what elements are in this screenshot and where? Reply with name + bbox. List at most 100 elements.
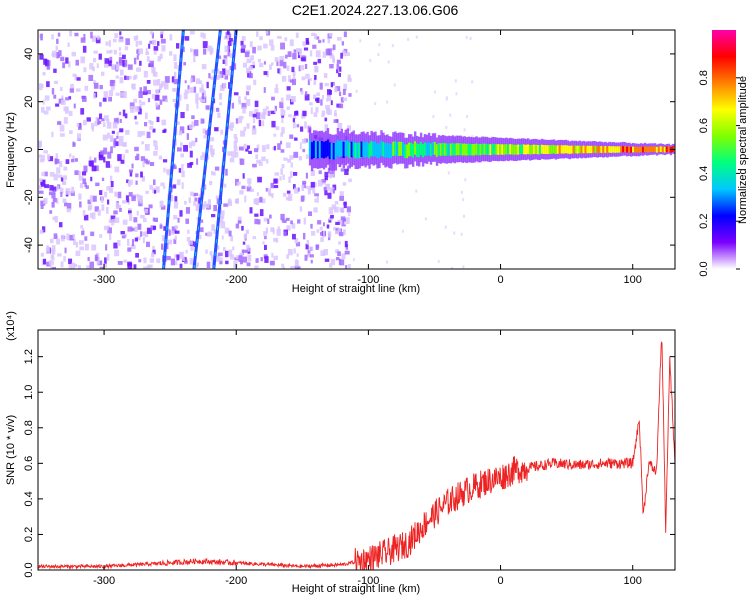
signal-band-core bbox=[439, 143, 443, 156]
spectrogram-noise-cell bbox=[339, 191, 344, 197]
spectrogram-noise-cell bbox=[57, 54, 60, 58]
spectrogram-noise-cell bbox=[105, 244, 108, 251]
spectrogram-noise-cell bbox=[286, 225, 291, 231]
spectrogram-noise-cell bbox=[345, 217, 350, 224]
spectrogram-noise-cell bbox=[288, 75, 291, 82]
spectrogram-noise-cell bbox=[77, 133, 82, 140]
signal-band-core bbox=[612, 146, 615, 153]
spectrogram-noise-cell bbox=[202, 41, 208, 48]
spectrogram-noise-cell bbox=[294, 260, 299, 267]
spectrogram-noise-cell bbox=[103, 147, 108, 155]
spectrogram-noise-cell bbox=[160, 182, 165, 187]
spectrogram-noise-cell bbox=[38, 190, 44, 194]
signal-band-core bbox=[388, 143, 391, 158]
spectrogram-noise-cell bbox=[259, 209, 264, 217]
spectrogram-noise-cell bbox=[57, 32, 61, 37]
spectrogram-noise-cell bbox=[227, 40, 232, 46]
spectrogram-noise-cell bbox=[245, 148, 249, 152]
signal-band-core bbox=[459, 143, 462, 156]
spectrogram-noise-cell bbox=[98, 53, 102, 60]
spectrogram-noise-cell bbox=[217, 252, 223, 257]
spectrogram-noise-cell bbox=[254, 265, 259, 269]
spectrogram-noise-cell bbox=[76, 88, 81, 92]
spectrogram-noise-cell bbox=[337, 228, 342, 235]
spectrogram-noise-cell bbox=[51, 131, 54, 138]
spectrogram-noise-cell bbox=[215, 255, 220, 262]
spectrogram-noise-cell bbox=[81, 230, 85, 236]
signal-band-core bbox=[316, 141, 320, 159]
spectrogram-speckle bbox=[407, 37, 410, 41]
spectrogram-noise-cell bbox=[180, 153, 184, 158]
spectrogram-y-tick-label: -40 bbox=[23, 237, 35, 253]
spectrogram-noise-cell bbox=[274, 105, 277, 112]
spectrogram-noise-cell bbox=[185, 207, 190, 214]
spectrogram-noise-cell bbox=[333, 227, 337, 231]
spectrogram-noise-cell bbox=[330, 258, 336, 266]
spectrogram-speckle bbox=[401, 229, 404, 233]
spectrogram-noise-cell bbox=[73, 103, 76, 109]
spectrogram-noise-cell bbox=[163, 186, 166, 189]
spectrogram-noise-cell bbox=[288, 114, 292, 118]
spectrogram-noise-cell bbox=[279, 176, 282, 181]
spectrogram-noise-cell bbox=[303, 232, 306, 240]
spectrogram-noise-cell bbox=[327, 183, 330, 191]
spectrogram-noise-cell bbox=[44, 171, 48, 177]
spectrogram-noise-cell bbox=[262, 108, 267, 115]
spectrogram-noise-cell bbox=[271, 96, 275, 101]
spectrogram-noise-cell bbox=[71, 158, 75, 163]
spectrogram-noise-cell bbox=[184, 200, 187, 205]
spectrogram-noise-cell bbox=[225, 250, 229, 258]
spectrogram-noise-cell bbox=[72, 234, 76, 239]
signal-band-core bbox=[570, 145, 573, 154]
spectrogram-noise-cell bbox=[287, 51, 292, 57]
signal-band-core bbox=[360, 141, 363, 157]
spectrogram-noise-cell bbox=[61, 234, 65, 242]
signal-band-core bbox=[532, 144, 536, 154]
spectrogram-noise-cell bbox=[280, 140, 283, 145]
spectrogram-noise-cell bbox=[219, 102, 222, 106]
spectrogram-noise-cell bbox=[259, 62, 264, 68]
spectrogram-noise-cell bbox=[108, 90, 114, 96]
spectrogram-noise-cell bbox=[183, 145, 188, 152]
spectrogram-noise-cell bbox=[329, 90, 332, 95]
signal-band-core bbox=[610, 146, 613, 153]
signal-band-core bbox=[655, 146, 659, 153]
spectrogram-noise-cell bbox=[162, 95, 168, 102]
spectrogram-noise-cell bbox=[75, 250, 81, 256]
spectrogram-noise-cell bbox=[93, 80, 96, 85]
spectrogram-noise-cell bbox=[288, 176, 291, 183]
spectrogram-noise-cell bbox=[149, 31, 153, 35]
spectrogram-noise-cell bbox=[115, 92, 120, 96]
spectrogram-noise-cell bbox=[290, 162, 293, 168]
spectrogram-noise-cell bbox=[342, 218, 346, 223]
spectrogram-noise-cell bbox=[57, 253, 62, 257]
spectrogram-noise-cell bbox=[254, 108, 259, 115]
spectrogram-noise-cell bbox=[240, 130, 246, 137]
spectrogram-noise-cell bbox=[142, 160, 145, 168]
spectrogram-noise-cell bbox=[339, 232, 344, 237]
spectrogram-noise-cell bbox=[248, 150, 252, 154]
spectrogram-noise-cell bbox=[152, 225, 157, 230]
spectrogram-noise-cell bbox=[293, 172, 298, 176]
signal-band-core bbox=[481, 143, 484, 155]
signal-band-core bbox=[374, 141, 377, 157]
spectrogram-noise-cell bbox=[210, 137, 215, 142]
signal-band-core bbox=[552, 144, 556, 154]
spectrogram-noise-cell bbox=[173, 78, 178, 85]
signal-band-core bbox=[606, 146, 609, 154]
spectrogram-noise-cell bbox=[329, 263, 333, 268]
spectrogram-noise-cell bbox=[200, 203, 205, 210]
spectrogram-noise-cell bbox=[237, 117, 243, 124]
spectrogram-noise-cell bbox=[74, 158, 78, 162]
signal-band-core bbox=[544, 145, 548, 154]
spectrogram-noise-cell bbox=[296, 124, 300, 128]
spectrogram-noise-cell bbox=[344, 168, 349, 175]
spectrogram-noise-cell bbox=[343, 31, 347, 38]
spectrogram-noise-cell bbox=[310, 181, 315, 188]
spectrogram-noise-cell bbox=[118, 39, 124, 43]
spectrogram-noise-cell bbox=[118, 47, 121, 51]
spectrogram-noise-cell bbox=[56, 185, 59, 191]
spectrogram-y-tick-label: 40 bbox=[23, 48, 35, 60]
spectrogram-noise-cell bbox=[97, 209, 101, 216]
spectrogram-noise-cell bbox=[94, 254, 98, 262]
